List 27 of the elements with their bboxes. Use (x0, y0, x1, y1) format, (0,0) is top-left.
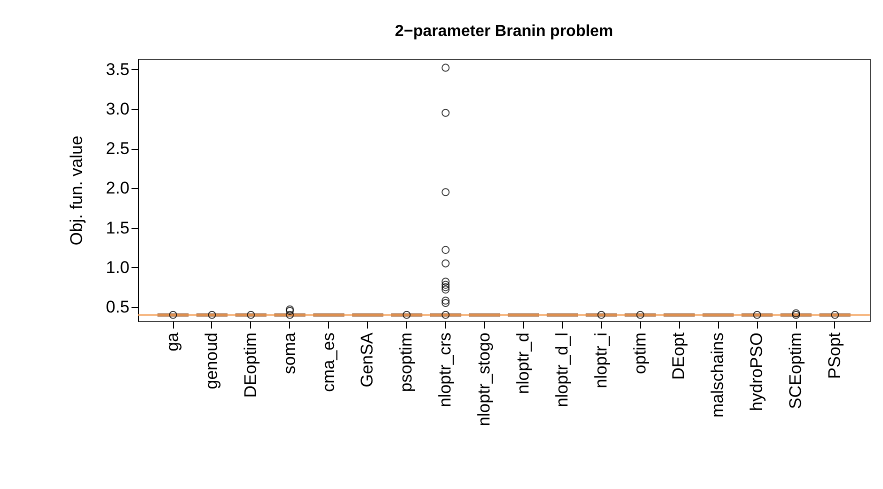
x-tick-label: soma (280, 332, 299, 374)
y-axis-title: Obj. fun. value (66, 136, 86, 246)
y-tick-label: 1.5 (106, 218, 130, 238)
x-tick-label: ga (163, 332, 182, 352)
x-tick-label: psoptim (396, 332, 416, 392)
x-tick-label: SCEoptim (786, 332, 806, 410)
x-tick-label: malschains (708, 332, 728, 418)
y-tick-label: 2.0 (106, 178, 130, 198)
y-tick-label: 0.5 (106, 297, 130, 316)
y-tick-label: 2.5 (106, 139, 130, 158)
x-tick-label: PSopt (824, 332, 844, 379)
x-tick-label: genoud (202, 332, 221, 390)
x-tick-label: nloptr_i (591, 332, 610, 388)
x-tick-label: nloptr_crs (436, 332, 455, 408)
y-tick-label: 3.5 (106, 60, 130, 79)
x-tick-label: GenSA (358, 332, 377, 388)
x-tick-label: nloptr_d (513, 332, 532, 394)
x-tick-label: hydroPSO (747, 332, 766, 411)
x-tick-label: cma_es (318, 332, 338, 392)
x-tick-label: optim (630, 332, 650, 374)
x-tick-label: DEoptim (240, 332, 260, 398)
y-tick-label: 1.0 (106, 258, 130, 277)
x-tick-label: nloptr_stogo (474, 332, 494, 426)
x-tick-label: DEopt (669, 332, 688, 380)
y-tick-label: 3.0 (106, 99, 130, 118)
chart-title: 2−parameter Branin problem (394, 23, 614, 40)
x-tick-label: nloptr_d_l (552, 332, 572, 408)
